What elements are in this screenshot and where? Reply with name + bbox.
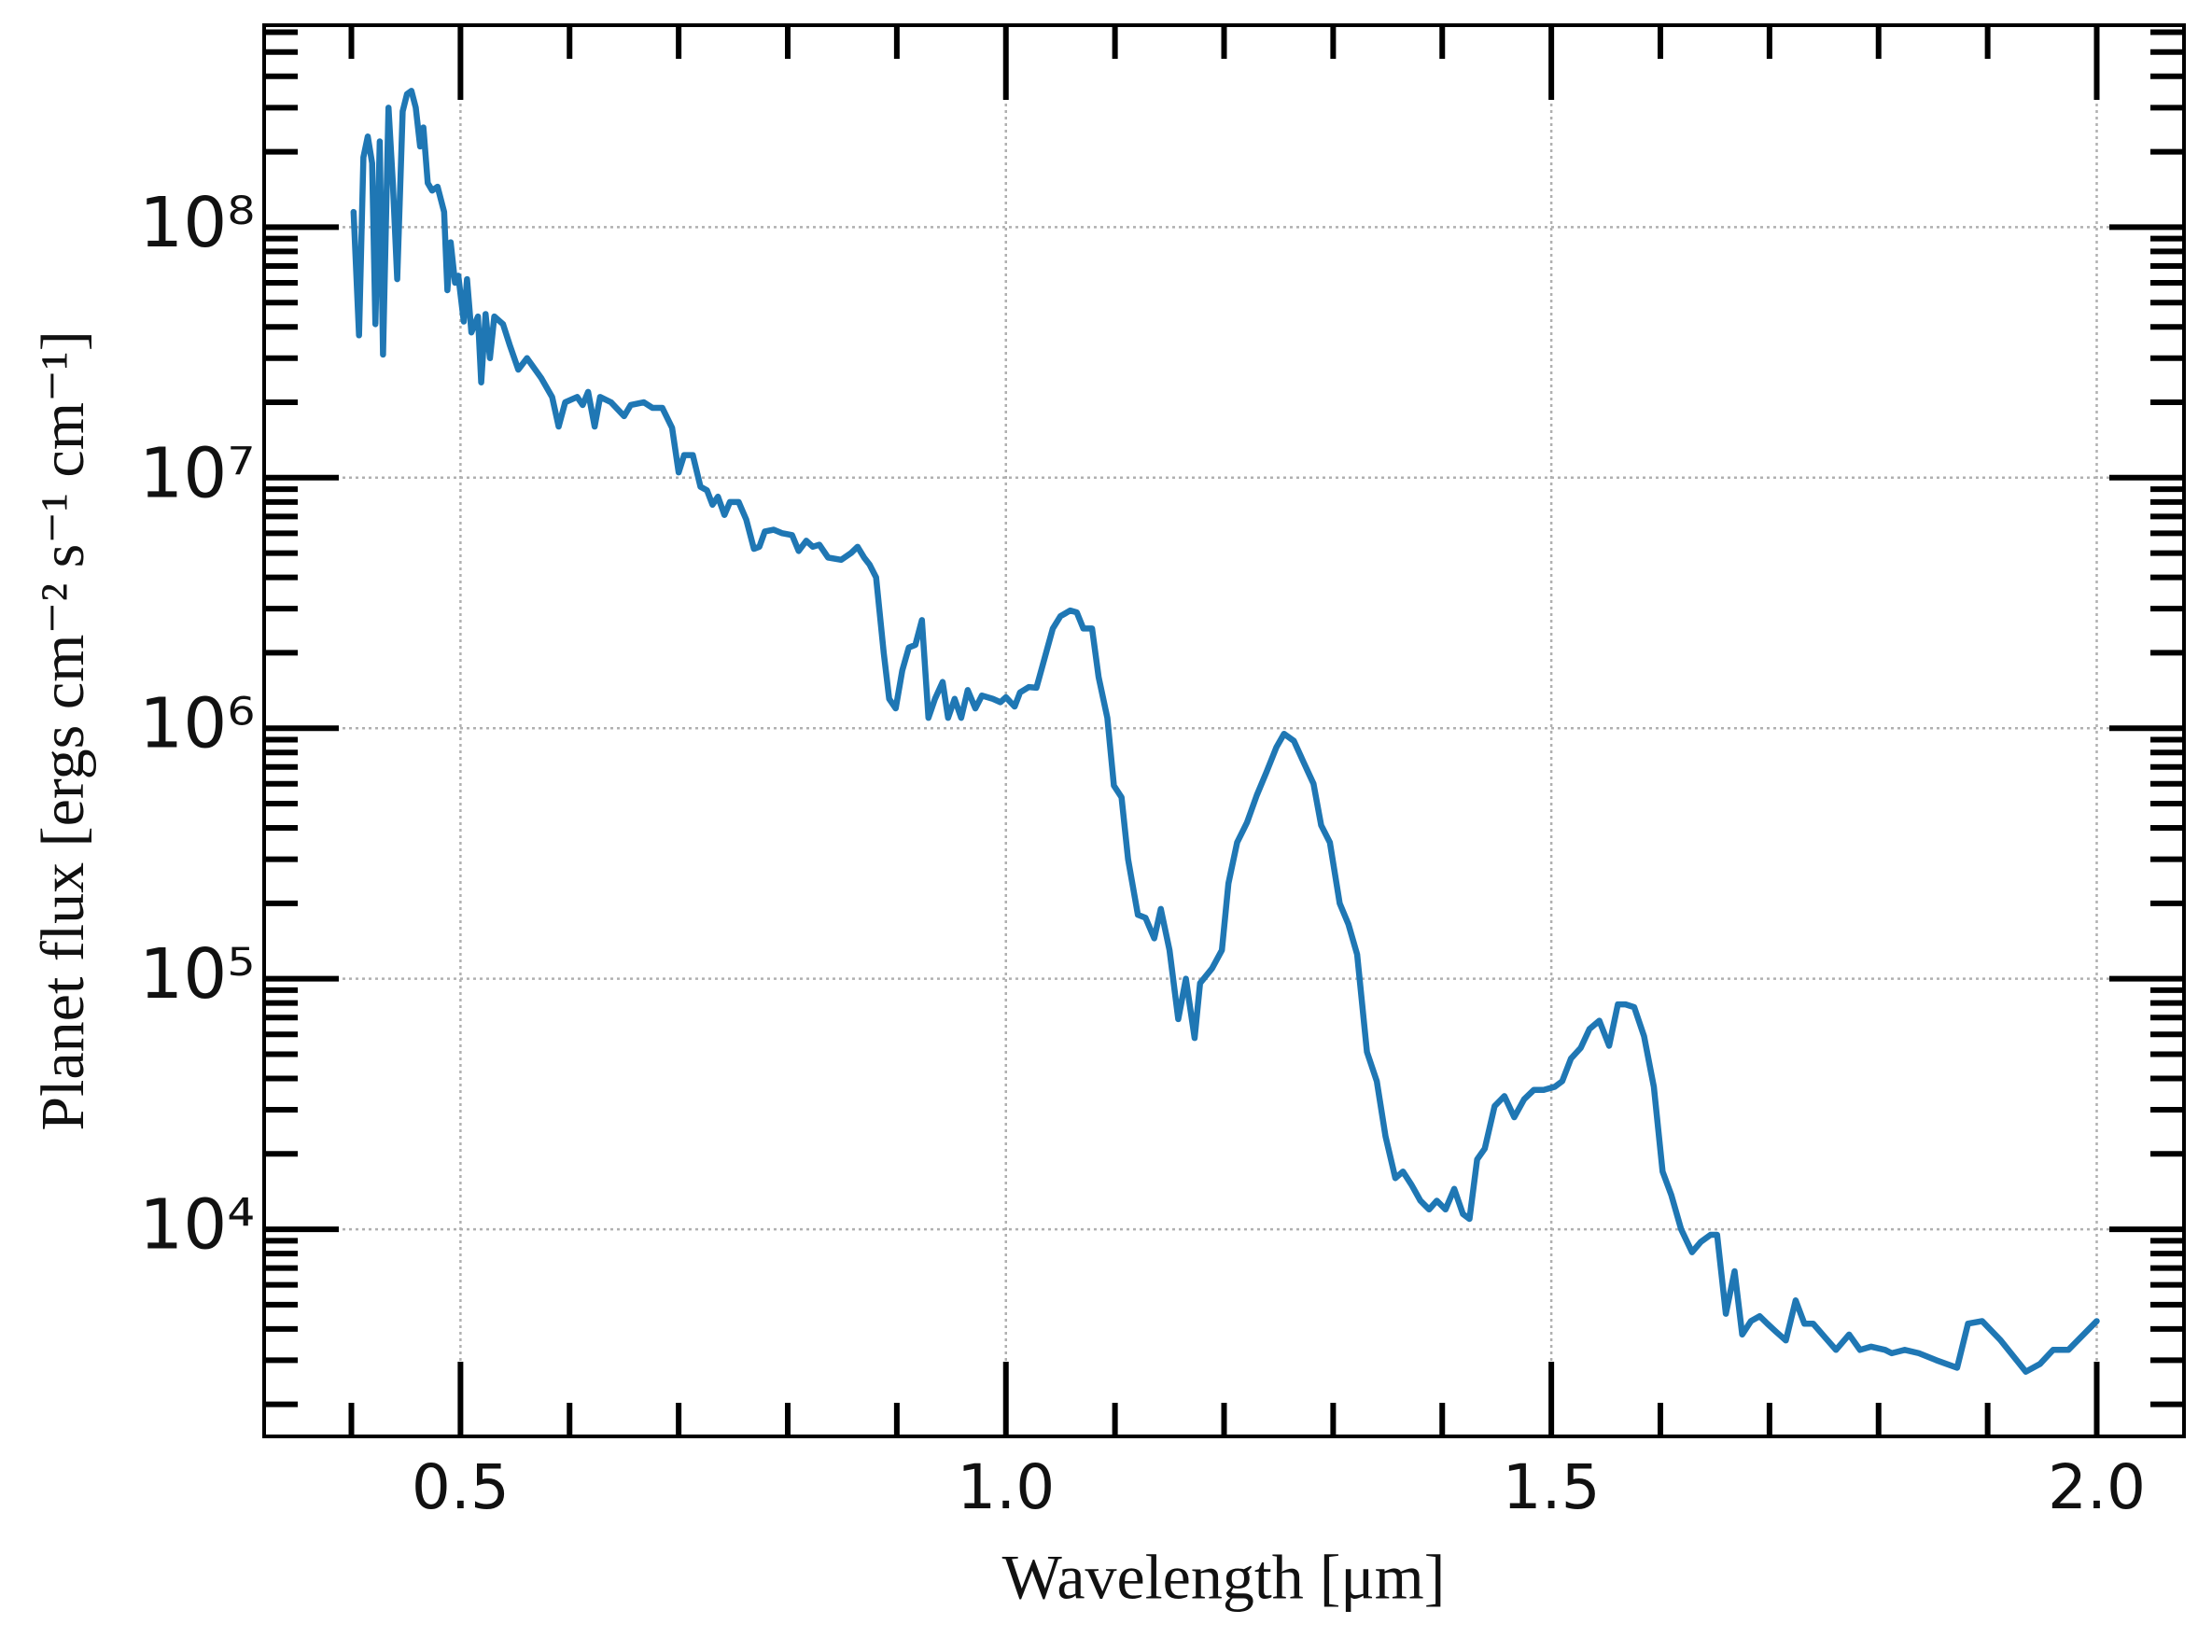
axes-frame [262, 23, 2186, 1438]
plot-area [350, 88, 2100, 1375]
x-tick-label: 0.5 [412, 1451, 510, 1523]
y-axis-label: Planet flux [ergs cm⁻² s⁻¹ cm⁻¹] [29, 330, 97, 1130]
spectrum-line [350, 88, 2100, 1375]
y-tick-label: 10⁴ [139, 1185, 255, 1266]
y-tick-label: 10⁸ [139, 183, 255, 263]
y-tick-label: 10⁷ [139, 433, 255, 513]
grid [264, 25, 2184, 1436]
ticks: 0.5 1.0 1.5 2.0 10⁴ 10⁵ 10⁶ 10⁷ 10⁸ [139, 25, 2184, 1523]
y-tick-label: 10⁵ [139, 934, 255, 1015]
y-tick-label: 10⁶ [139, 684, 255, 764]
x-tick-label: 2.0 [2048, 1451, 2146, 1523]
x-tick-label: 1.0 [957, 1451, 1055, 1523]
x-tick-label: 1.5 [1503, 1451, 1601, 1523]
x-axis-label: Wavelength [μm] [1002, 1542, 1446, 1613]
